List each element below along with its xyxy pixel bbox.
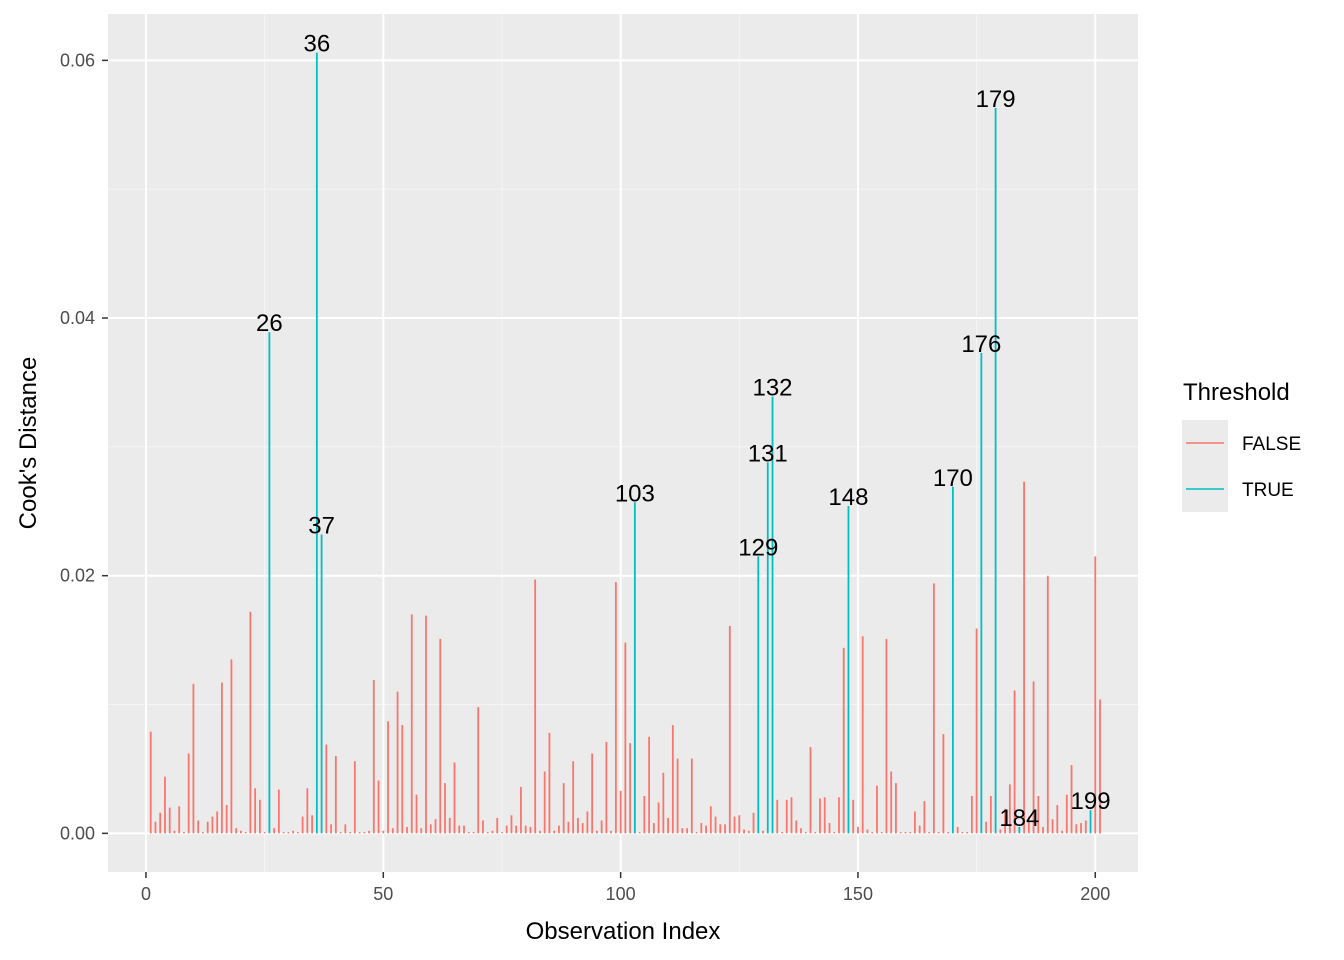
point-label-176: 176 (961, 331, 1001, 358)
point-label-26: 26 (256, 310, 283, 337)
point-label-179: 179 (976, 86, 1016, 113)
point-label-132: 132 (752, 375, 792, 402)
y-tick-label-2: 0.04 (60, 308, 95, 328)
point-label-37: 37 (308, 512, 335, 539)
legend-label-true: TRUE (1242, 480, 1294, 501)
legend: Threshold FALSE TRUE (1182, 379, 1301, 512)
y-tick-label-1: 0.02 (60, 566, 95, 586)
x-tick-label-3: 150 (843, 884, 873, 904)
y-tick-label-3: 0.06 (60, 50, 95, 70)
legend-label-false: FALSE (1242, 434, 1301, 455)
point-label-36: 36 (303, 31, 330, 58)
grid-minor-lines (108, 14, 1138, 872)
y-axis-title: Cook's Distance (15, 357, 42, 530)
point-label-129: 129 (738, 534, 778, 561)
x-tick-label-1: 50 (373, 884, 393, 904)
y-tick-label-0: 0.00 (60, 823, 95, 843)
x-tick-label-4: 200 (1080, 884, 1110, 904)
point-label-199: 199 (1071, 788, 1111, 815)
point-label-131: 131 (748, 440, 788, 467)
point-label-184: 184 (999, 805, 1039, 832)
point-labels-group: 26 36 37 103 129 131 132 148 170 176 179 184 199 (256, 31, 1111, 832)
x-tick-label-2: 100 (606, 884, 636, 904)
bars-group (149, 52, 1101, 834)
x-axis-title: Observation Index (526, 918, 721, 945)
axis-ticks-group: 0 50 100 150 200 0.00 0.02 0.04 0.06 (60, 50, 1110, 904)
legend-title: Threshold (1183, 379, 1290, 406)
point-label-148: 148 (828, 484, 868, 511)
point-label-170: 170 (933, 465, 973, 492)
x-tick-label-0: 0 (141, 884, 151, 904)
point-label-103: 103 (615, 480, 655, 507)
plot-panel (108, 14, 1138, 872)
